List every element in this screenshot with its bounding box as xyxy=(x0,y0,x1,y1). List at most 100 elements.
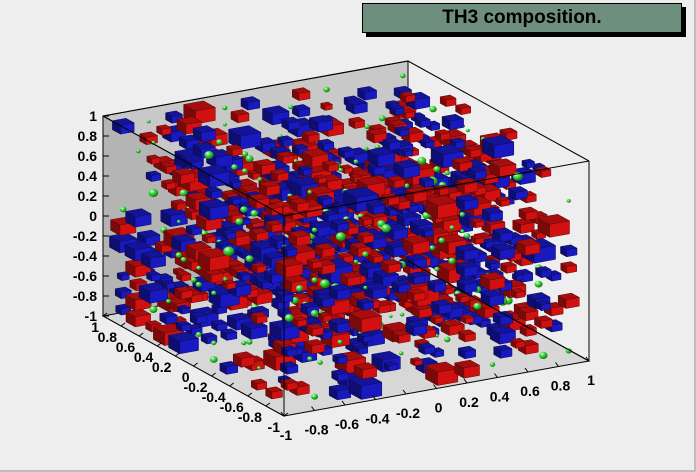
data-box-blue xyxy=(358,261,384,279)
x-tick-label: -0.6 xyxy=(335,416,359,432)
data-box-blue xyxy=(240,96,261,111)
data-box-blue xyxy=(484,259,501,271)
data-box-blue xyxy=(261,105,290,126)
data-box-red xyxy=(454,103,472,116)
data-sphere xyxy=(246,339,253,345)
data-box-blue xyxy=(116,271,131,282)
data-box-blue xyxy=(309,221,332,238)
data-sphere xyxy=(364,146,369,151)
data-box-blue xyxy=(389,104,405,116)
data-box-red xyxy=(560,261,578,274)
data-box-red xyxy=(170,199,188,211)
data-sphere xyxy=(149,306,158,313)
data-box-red xyxy=(510,337,526,349)
data-box-red xyxy=(356,231,375,244)
data-box-red xyxy=(289,197,310,213)
z-tick-label: -1 xyxy=(85,308,98,324)
data-sphere xyxy=(166,299,171,304)
data-sphere xyxy=(429,245,436,251)
data-box-blue xyxy=(220,328,238,341)
data-box-red xyxy=(155,124,172,136)
data-box-red xyxy=(264,203,284,217)
data-box-blue xyxy=(269,234,291,250)
data-box-red xyxy=(232,351,256,368)
data-box-red xyxy=(291,87,311,102)
data-box-red xyxy=(201,233,217,244)
data-box-red xyxy=(303,339,326,355)
data-box-blue xyxy=(419,226,434,238)
data-sphere xyxy=(241,151,249,158)
data-box-blue xyxy=(145,270,161,282)
data-box-red xyxy=(380,258,402,274)
y-tick-label: -0.4 xyxy=(202,389,226,405)
data-box-blue xyxy=(420,138,435,149)
data-box-blue xyxy=(331,353,349,365)
data-box-blue xyxy=(263,268,285,284)
data-box-red xyxy=(460,314,475,325)
data-sphere xyxy=(539,351,548,359)
data-box-red xyxy=(409,357,423,367)
data-sphere xyxy=(257,177,263,182)
data-box-red xyxy=(301,130,321,144)
data-box-red xyxy=(258,180,281,197)
data-box-blue xyxy=(200,332,218,345)
z-tick-label: -0.2 xyxy=(73,228,97,244)
data-box-blue xyxy=(492,227,514,243)
data-box-blue xyxy=(297,165,313,177)
data-sphere xyxy=(404,183,410,188)
data-box-red xyxy=(353,362,378,380)
data-sphere xyxy=(400,73,406,79)
data-box-blue xyxy=(534,266,552,279)
data-box-blue xyxy=(511,272,525,282)
data-sphere xyxy=(448,257,456,264)
z-tick-label: -0.4 xyxy=(73,248,97,264)
data-box-red xyxy=(537,214,571,238)
data-marks xyxy=(108,73,581,401)
data-box-red xyxy=(203,269,224,284)
data-box-blue xyxy=(280,116,301,131)
data-sphere xyxy=(465,128,470,133)
data-box-blue xyxy=(507,186,529,201)
x-tick-label: 1 xyxy=(587,372,595,388)
data-box-blue xyxy=(175,320,192,332)
data-box-blue xyxy=(176,304,191,315)
data-sphere xyxy=(136,149,141,154)
chart-title: TH3 composition. xyxy=(442,7,602,28)
data-box-blue xyxy=(455,194,479,211)
data-box-blue xyxy=(145,170,162,183)
data-sphere xyxy=(209,356,218,363)
data-box-blue xyxy=(328,383,352,401)
chart-title-box: TH3 composition. xyxy=(362,3,682,33)
data-box-blue xyxy=(316,194,334,207)
data-box-blue xyxy=(328,283,352,301)
data-box-red xyxy=(515,238,541,256)
data-sphere xyxy=(444,336,451,343)
data-sphere xyxy=(235,218,244,226)
data-box-blue xyxy=(356,86,378,101)
z-tick-label: -0.8 xyxy=(73,288,97,304)
data-sphere xyxy=(241,340,247,346)
data-sphere xyxy=(444,170,451,176)
data-sphere xyxy=(310,309,319,317)
data-box-blue xyxy=(136,229,161,247)
data-box-red xyxy=(264,219,284,233)
x-tick-label: 0.6 xyxy=(520,383,540,399)
data-box-blue xyxy=(167,331,200,355)
data-box-red xyxy=(470,234,485,245)
y-tick-label: 0 xyxy=(182,369,190,385)
data-sphere xyxy=(307,356,313,361)
data-box-blue xyxy=(480,289,505,307)
data-sphere xyxy=(317,360,323,365)
data-sphere xyxy=(381,224,391,233)
data-box-blue xyxy=(210,319,228,332)
data-box-blue xyxy=(455,244,480,262)
data-sphere xyxy=(449,225,455,230)
y-tick-label: 0.4 xyxy=(134,349,154,365)
data-box-blue xyxy=(418,176,435,188)
data-sphere xyxy=(311,227,318,233)
data-box-blue xyxy=(441,113,465,131)
data-sphere xyxy=(179,189,188,197)
data-box-red xyxy=(391,329,411,344)
data-box-blue xyxy=(490,242,516,261)
data-box-red xyxy=(510,288,526,299)
